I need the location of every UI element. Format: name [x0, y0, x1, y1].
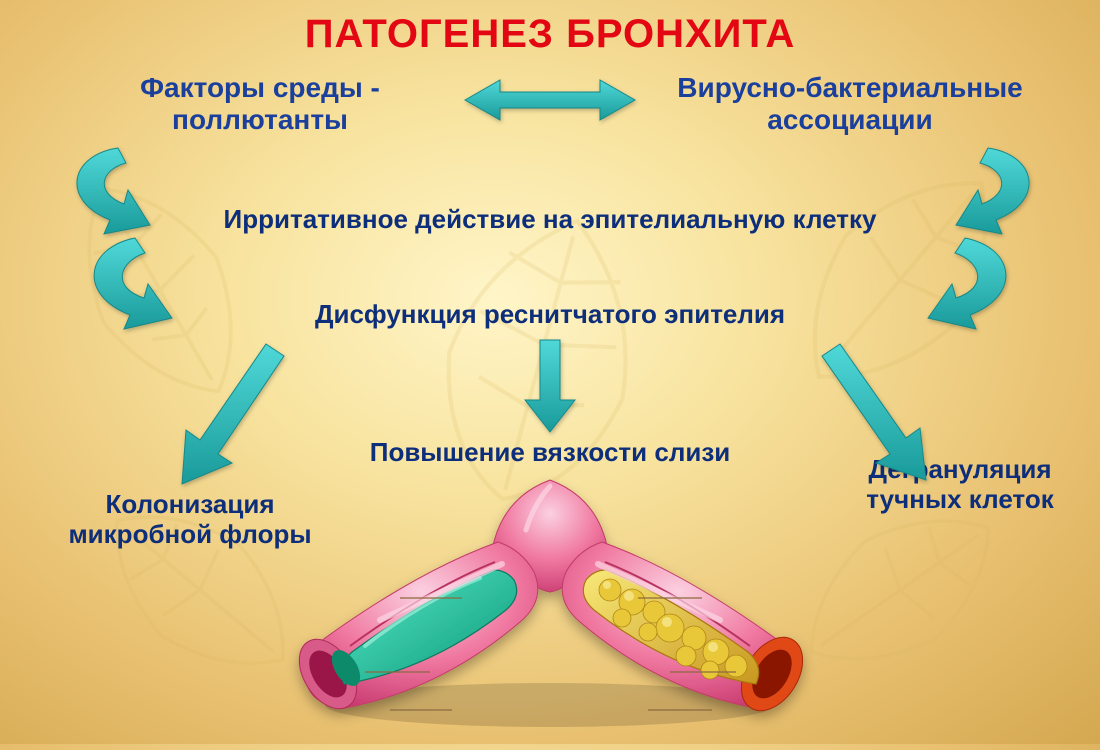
label-degranulation-line1: Дегрануляция [830, 455, 1090, 485]
down-arrow-icon [525, 340, 575, 432]
label-env-factors: Факторы среды - поллютанты [100, 72, 420, 136]
label-viral-bacterial: Вирусно-бактериальные ассоциации [640, 72, 1060, 136]
label-env-factors-line2: поллютанты [100, 104, 420, 136]
label-env-factors-line1: Факторы среды - [100, 72, 420, 104]
curved-arrow-right-top-icon [956, 148, 1029, 234]
label-mucus: Повышение вязкости слизи [320, 438, 780, 468]
curved-arrow-left-mid-icon [94, 238, 172, 329]
bronchus-illustration [270, 470, 830, 750]
label-degranulation: Дегрануляция тучных клеток [830, 455, 1090, 515]
label-viral-bacterial-line2: ассоциации [640, 104, 1060, 136]
label-irritation: Ирритативное действие на эпителиальную к… [150, 205, 950, 235]
curved-arrow-left-top-icon [77, 148, 150, 234]
curved-arrow-right-mid-icon [928, 238, 1006, 329]
label-degranulation-line2: тучных клеток [830, 485, 1090, 515]
double-arrow-icon [465, 80, 635, 120]
label-dysfunction: Дисфункция реснитчатого эпителия [240, 300, 860, 330]
page-title: ПАТОГЕНЕЗ БРОНХИТА [0, 12, 1100, 57]
label-viral-bacterial-line1: Вирусно-бактериальные [640, 72, 1060, 104]
diag-arrow-left-icon [182, 344, 284, 484]
